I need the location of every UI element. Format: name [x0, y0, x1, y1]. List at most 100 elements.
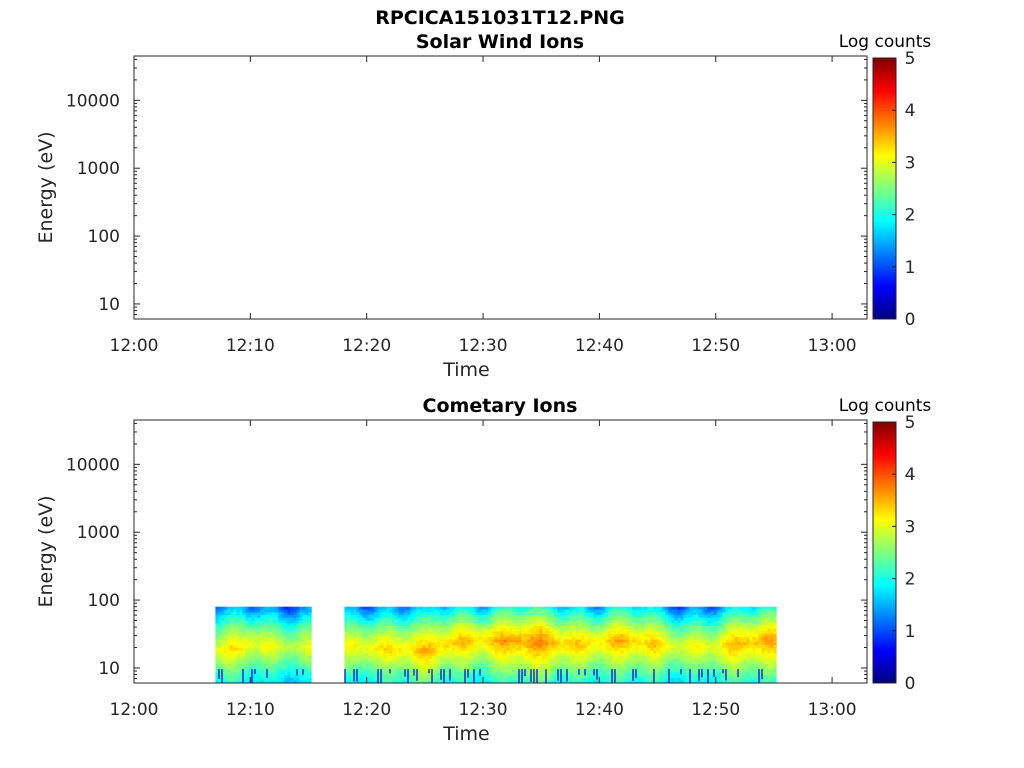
spectrogram-cell — [599, 644, 603, 648]
spectrogram-cell — [251, 617, 255, 621]
spectrogram-cell — [596, 628, 600, 632]
spectrogram-cell — [665, 650, 669, 654]
spectrogram-cell — [515, 612, 519, 616]
spectrogram-cell — [650, 644, 654, 648]
spectrogram-cell — [575, 609, 579, 613]
spectrogram-cell — [641, 647, 645, 651]
spectrogram-cell — [677, 620, 681, 624]
spectrogram-cell — [569, 674, 573, 678]
spectrogram-cell — [521, 623, 525, 626]
spectrogram-cell — [446, 633, 450, 637]
spectrogram-cell — [395, 612, 399, 616]
spectrogram-cell — [437, 642, 441, 646]
spectrogram-cell — [725, 650, 729, 654]
spectrogram-cell — [419, 674, 423, 678]
spectrogram-cell — [623, 642, 627, 646]
spectrogram-cell — [419, 633, 423, 637]
spectrogram-cell — [383, 672, 387, 676]
spectrogram-cell — [515, 661, 519, 665]
spectrogram-cell — [608, 663, 612, 667]
spectrogram-cell — [242, 677, 246, 681]
spectrogram-cell — [746, 655, 750, 659]
spectrogram-cell — [569, 614, 573, 618]
spectrogram-cell — [515, 650, 519, 654]
spectrogram-cell — [446, 644, 450, 648]
spectrogram-cell — [740, 606, 744, 610]
spectrogram-cell — [266, 612, 270, 616]
spectrogram-cell — [563, 628, 567, 632]
spectrogram-cell — [467, 636, 471, 640]
spectrogram-cell — [632, 674, 636, 678]
spectrogram-cell — [467, 672, 471, 676]
spectrogram-cell — [602, 617, 606, 621]
spectrogram-cell — [605, 617, 609, 621]
spectrogram-cell — [473, 620, 477, 624]
spectrogram-cell — [731, 620, 735, 624]
spectrogram-cell — [602, 650, 606, 654]
spectrogram-cell — [575, 666, 579, 670]
spectrogram-cell — [440, 606, 444, 610]
spectrogram-cell — [500, 655, 504, 659]
spectrogram-cell — [737, 663, 741, 667]
spectrogram-cell — [674, 650, 678, 654]
spectrogram-cell — [434, 666, 438, 670]
spectrogram-cell — [350, 669, 354, 673]
spectrogram-cell — [236, 633, 240, 637]
spectrogram-cell — [386, 653, 390, 656]
spectrogram-cell — [563, 655, 567, 659]
spectrogram-cell — [599, 666, 603, 670]
spectrogram-cell — [599, 620, 603, 624]
spectrogram-cell — [710, 623, 714, 626]
spectrogram-cell — [533, 631, 537, 635]
spectrogram-cell — [626, 644, 630, 648]
spectrogram-cell — [425, 633, 429, 637]
spectrogram-cell — [500, 639, 504, 643]
spectrogram-cell — [215, 644, 219, 648]
spectrogram-cell — [644, 669, 648, 673]
spectrogram-cell — [485, 625, 489, 629]
spectrogram-cell — [227, 633, 231, 637]
spectrogram-cell — [743, 644, 747, 648]
spectrogram-cell — [677, 663, 681, 667]
spectrogram-cell — [764, 672, 768, 676]
spectrogram-cell — [380, 620, 384, 624]
spectrogram-cell — [623, 680, 627, 683]
spectrogram-cell — [365, 674, 369, 678]
spectrogram-cell — [464, 617, 468, 621]
x-axis-label: Time — [442, 359, 490, 381]
spectrogram-cell — [386, 669, 390, 673]
spectrogram-cell — [761, 661, 765, 665]
spectrogram-cell — [656, 612, 660, 616]
spectrogram-cell — [620, 642, 624, 646]
colorbar-gradient — [872, 57, 897, 320]
spectrogram-cell — [560, 636, 564, 640]
spectrogram-cell — [548, 642, 552, 646]
spectrogram-cell — [452, 623, 456, 626]
spectrogram-cell — [671, 653, 675, 656]
spectrogram-cell — [539, 650, 543, 654]
spectrogram-cell — [362, 609, 366, 613]
spectrogram-cell — [263, 620, 267, 624]
spectrogram-cell — [476, 625, 480, 629]
spectrogram-cell — [689, 674, 693, 678]
spectrogram-cell — [737, 650, 741, 654]
spectrogram-cell — [644, 644, 648, 648]
spectrogram-cell — [554, 677, 558, 681]
spectrogram-cell — [365, 620, 369, 624]
spectrogram-cell — [512, 614, 516, 618]
spectrogram-cell — [557, 631, 561, 635]
spectrogram-cell — [575, 639, 579, 643]
spectrogram-cell — [569, 636, 573, 640]
spectrogram-cell — [548, 625, 552, 629]
spectrogram-cell — [407, 677, 411, 681]
spectrogram-cell — [248, 631, 252, 635]
spectrogram-cell — [521, 628, 525, 632]
spectrogram-cell — [587, 642, 591, 646]
spectrogram-cell — [458, 636, 462, 640]
spectrogram-cell — [419, 642, 423, 646]
spectrogram-cell — [413, 609, 417, 613]
spectrogram-cell — [680, 677, 684, 681]
plot-frame — [133, 55, 868, 320]
spectrogram-cell — [455, 674, 459, 678]
spectrogram-cell — [425, 650, 429, 654]
